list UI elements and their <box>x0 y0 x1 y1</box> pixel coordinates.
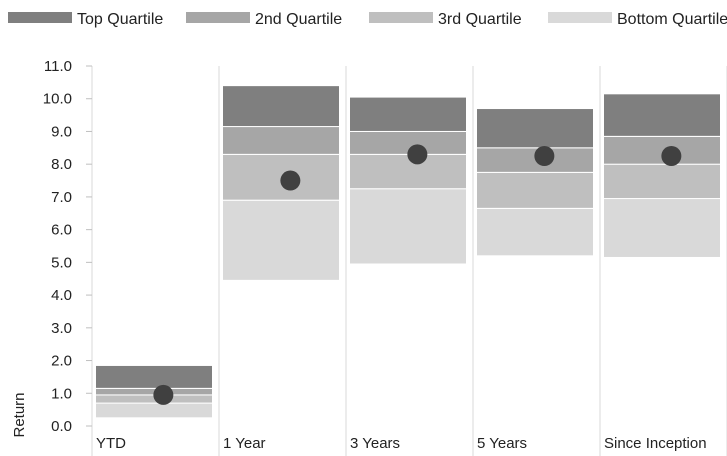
y-tick-label: 0.0 <box>51 418 72 435</box>
legend-label-1: Top Quartile <box>77 11 163 28</box>
y-tick-label: 5.0 <box>51 254 72 271</box>
bar-segment-4 <box>476 207 594 257</box>
legend-swatch-3 <box>369 12 433 23</box>
x-tick-label: Since Inception <box>604 435 707 452</box>
bar-segment-4 <box>95 402 213 419</box>
y-tick-label: 9.0 <box>51 123 72 140</box>
bar-segment-4 <box>349 188 467 265</box>
legend-label-2: 2nd Quartile <box>255 11 342 28</box>
bar-segment-1 <box>476 108 594 149</box>
legend-label-4: Bottom Quartile <box>617 11 727 28</box>
bars <box>95 85 721 419</box>
legend-swatch-1 <box>8 12 72 23</box>
gridlines <box>86 65 727 456</box>
bar-segment-1 <box>603 93 721 137</box>
bar-segment-2 <box>603 135 721 165</box>
y-axis-ticks: 0.0 1.0 2.0 3.0 4.0 5.0 6.0 7.0 8.0 9.0 10.0 11.0 <box>43 58 72 435</box>
y-tick-label: 7.0 <box>51 189 72 206</box>
bar-segment-2 <box>222 126 340 155</box>
y-tick-label: 2.0 <box>51 353 72 370</box>
bar-segment-4 <box>603 198 721 258</box>
marker-point <box>153 384 174 405</box>
marker-point <box>661 146 682 166</box>
legend-label-3: 3rd Quartile <box>438 11 522 28</box>
legend-swatch-2 <box>186 12 250 23</box>
x-tick-label: 5 Years <box>477 435 527 452</box>
marker-point <box>534 146 555 166</box>
x-tick-label: 3 Years <box>350 435 400 452</box>
legend-swatch-4 <box>548 12 612 23</box>
marker-point <box>407 144 428 165</box>
bar-segment-1 <box>222 85 340 128</box>
x-tick-label: 1 Year <box>223 435 266 452</box>
markers <box>153 144 682 405</box>
y-tick-label: 8.0 <box>51 156 72 173</box>
bar-segment-2 <box>476 147 594 173</box>
y-tick-label: 1.0 <box>51 385 72 402</box>
bar-segment-3 <box>603 163 721 200</box>
y-tick-label: 10.0 <box>43 91 72 108</box>
y-tick-label: 4.0 <box>51 287 72 304</box>
legend: Top Quartile 2nd Quartile 3rd Quartile Bott… <box>8 11 727 28</box>
x-axis-ticks: YTD 1 Year 3 Years 5 Years Since Inception <box>96 435 707 452</box>
y-tick-label: 3.0 <box>51 320 72 337</box>
y-tick-label: 11.0 <box>44 58 72 75</box>
y-axis-title: Return <box>11 392 28 437</box>
x-tick-label: YTD <box>96 435 126 452</box>
bar-segment-1 <box>95 364 213 389</box>
bar-segment-4 <box>222 199 340 281</box>
bar-segment-3 <box>349 153 467 190</box>
bar-segment-3 <box>476 171 594 209</box>
y-tick-label: 6.0 <box>51 222 72 239</box>
marker-point <box>280 170 301 191</box>
bar-segment-1 <box>349 96 467 132</box>
